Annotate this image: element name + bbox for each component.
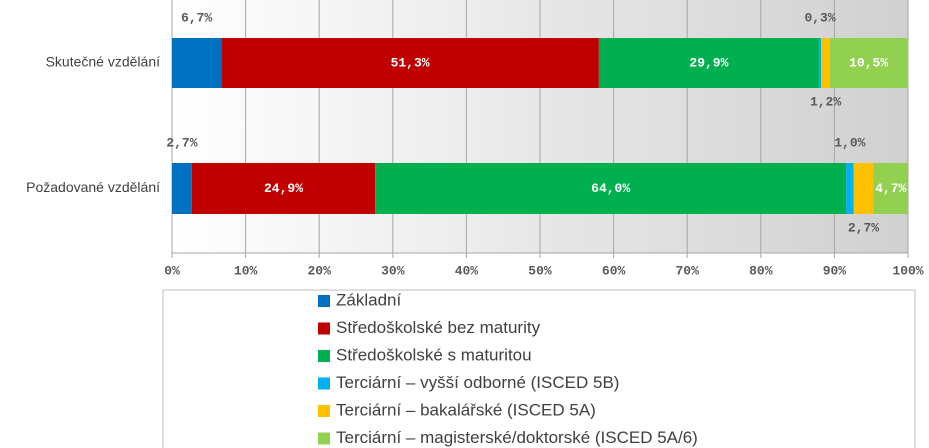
x-tick-label: 80% — [749, 263, 773, 278]
bar-segment — [829, 38, 908, 88]
bar-segment — [873, 163, 908, 214]
x-tick-label: 0% — [164, 263, 180, 278]
legend-swatch — [318, 350, 330, 362]
data-label: 64,0% — [591, 181, 630, 196]
bar-segment — [821, 38, 830, 88]
x-tick-label: 10% — [234, 263, 258, 278]
data-label: 29,9% — [689, 55, 728, 70]
legend-label: Terciární – magisterské/doktorské (ISCED… — [336, 428, 698, 447]
legend-box — [162, 289, 916, 448]
legend-label: Středoškolské bez maturity — [336, 318, 541, 337]
x-tick-label: 90% — [823, 263, 847, 278]
legend-label: Středoškolské s maturitou — [336, 345, 532, 364]
bar-segment — [818, 38, 822, 88]
data-label: 1,0% — [834, 135, 865, 150]
legend-label: Terciární – vyšší odborné (ISCED 5B) — [336, 373, 619, 392]
data-label: 51,3% — [391, 55, 430, 70]
bar-segment — [846, 163, 854, 214]
x-tick-label: 50% — [528, 263, 552, 278]
x-tick-label: 40% — [455, 263, 479, 278]
bar-segment — [172, 163, 192, 214]
bar-segment — [191, 163, 376, 214]
bar-segment — [853, 163, 874, 214]
bar-segment — [375, 163, 847, 214]
legend-label: Terciární – bakalářské (ISCED 5A) — [336, 400, 596, 419]
legend-swatch — [318, 432, 330, 445]
bar-segment — [221, 38, 599, 88]
data-label: 24,9% — [264, 181, 303, 196]
data-label: 2,7% — [166, 135, 197, 150]
x-tick-label: 100% — [892, 263, 923, 278]
data-label: 2,7% — [848, 220, 879, 235]
data-label: 4,7% — [875, 181, 906, 196]
bar-segment — [172, 38, 222, 88]
legend-swatch — [318, 405, 330, 417]
x-tick-label: 60% — [602, 263, 626, 278]
legend-swatch — [318, 295, 330, 307]
data-label: 0,3% — [804, 10, 835, 25]
legend-label: Základní — [336, 290, 401, 309]
bar-segment — [598, 38, 819, 88]
legend-swatch — [318, 377, 330, 390]
x-tick-label: 70% — [675, 263, 699, 278]
category-label: Skutečné vzdělání — [46, 54, 161, 70]
x-tick-label: 30% — [381, 263, 405, 278]
legend-swatch — [318, 322, 330, 335]
data-label: 6,7% — [181, 10, 212, 25]
x-tick-label: 20% — [307, 263, 331, 278]
data-label: 10,5% — [849, 55, 888, 70]
category-label: Požadované vzdělání — [26, 179, 160, 195]
data-label: 1,2% — [810, 94, 841, 109]
